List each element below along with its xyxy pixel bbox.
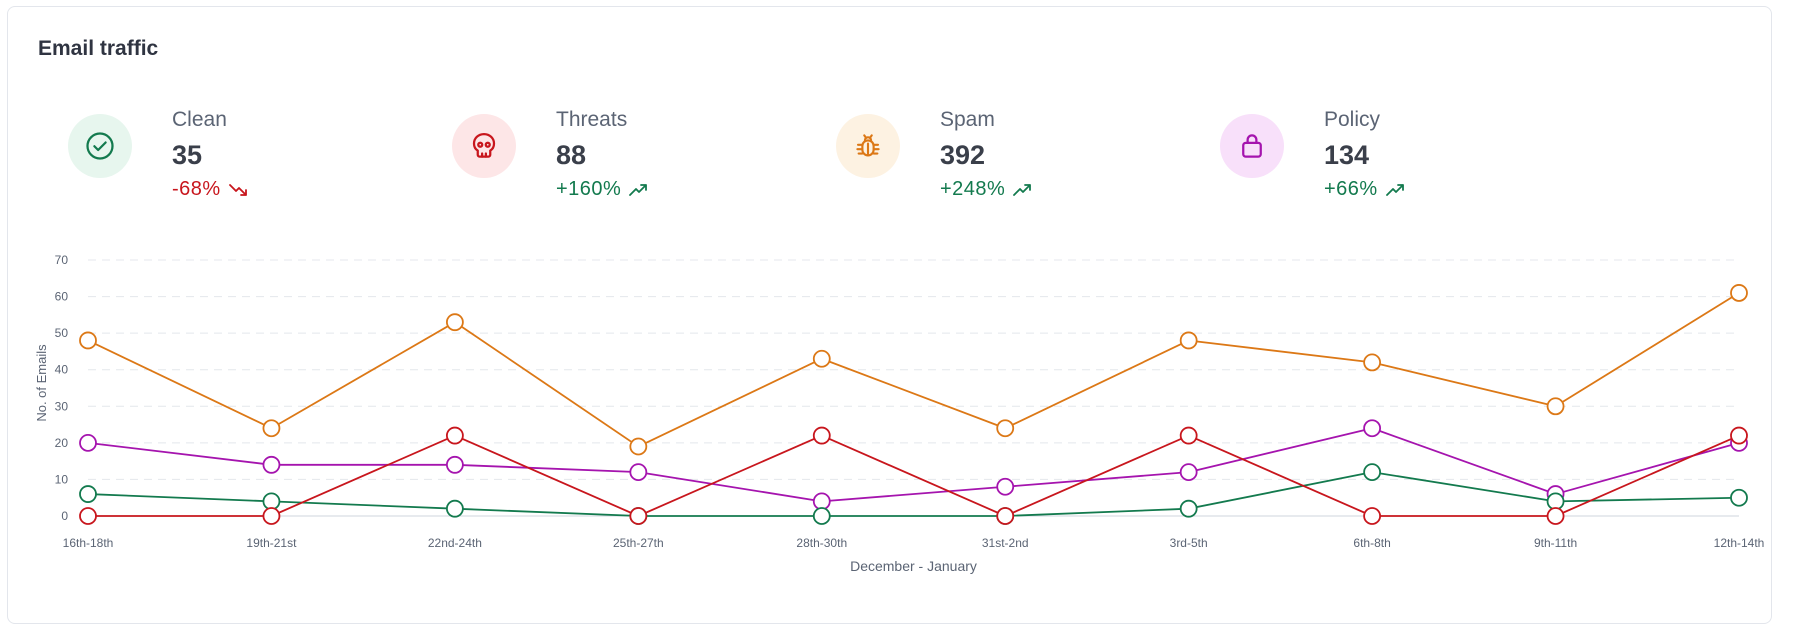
data-point-spam [996, 419, 1015, 438]
x-tick-label: 12th-14th [1714, 536, 1765, 550]
data-point-threats [1730, 426, 1748, 445]
bug-icon [856, 134, 880, 157]
data-point-policy [1179, 463, 1198, 482]
stat-badge [452, 114, 516, 178]
skull-icon [472, 133, 496, 158]
trend-up-icon [629, 183, 648, 196]
stat-badge [1220, 114, 1284, 178]
stat-change: +160% [556, 178, 648, 201]
data-point-threats [262, 507, 281, 525]
stat-change-value: +66% [1324, 178, 1378, 200]
y-tick-label: 40 [55, 363, 69, 377]
stat-label: Policy [1324, 108, 1381, 131]
data-point-clean [812, 507, 831, 525]
stat-change-value: +248% [940, 178, 1006, 200]
data-point-policy [79, 433, 97, 452]
x-tick-label: 28th-30th [796, 536, 847, 550]
y-tick-label: 60 [55, 290, 69, 304]
stat-label: Threats [556, 108, 628, 131]
data-point-clean [445, 499, 464, 518]
data-point-threats [1363, 507, 1382, 525]
x-tick-label: 3rd-5th [1170, 536, 1208, 550]
data-point-clean [1363, 463, 1382, 482]
stat-badge [68, 114, 132, 178]
data-point-policy [996, 477, 1015, 496]
data-point-threats [1179, 426, 1198, 445]
data-point-spam [812, 349, 831, 368]
series-line-clean [87, 471, 1740, 517]
x-tick-label: 9th-11th [1534, 536, 1577, 550]
series-line-spam [87, 292, 1740, 448]
data-point-policy [1363, 419, 1382, 438]
stat-value: 35 [172, 140, 203, 170]
data-point-spam [445, 313, 464, 332]
trend-up-icon [1013, 183, 1032, 196]
data-point-spam [1363, 353, 1382, 372]
y-axis-title: No. of Emails [34, 344, 49, 422]
card-title: Email traffic [38, 37, 159, 60]
y-tick-label: 10 [55, 472, 69, 486]
data-point-clean [79, 485, 97, 503]
data-point-clean [1179, 499, 1198, 518]
stat-change-value: +160% [556, 178, 622, 200]
stat-clean[interactable]: Clean 35 -68% [38, 102, 438, 212]
stat-policy[interactable]: Policy 134 +66% [1190, 102, 1590, 212]
data-point-spam [262, 419, 281, 438]
data-point-spam [1179, 331, 1198, 350]
data-point-spam [79, 331, 97, 350]
data-point-threats [812, 426, 831, 445]
data-point-policy [812, 492, 831, 511]
lock-icon [1242, 134, 1262, 158]
check-circle-icon [86, 132, 114, 160]
series-line-policy [87, 427, 1740, 503]
trend-up-icon [1385, 183, 1404, 196]
stat-spam[interactable]: Spam 392 +248% [806, 102, 1206, 212]
data-point-policy [262, 455, 281, 474]
stat-change: +66% [1324, 178, 1404, 201]
stat-change: +248% [940, 178, 1032, 201]
x-tick-label: 25th-27th [613, 536, 664, 550]
data-point-clean [1546, 492, 1565, 511]
trend-down-icon [228, 183, 247, 196]
data-point-threats [445, 426, 464, 445]
stat-badge [836, 114, 900, 178]
y-tick-label: 0 [61, 509, 68, 523]
data-point-spam [1730, 284, 1748, 302]
y-tick-label: 70 [55, 253, 69, 267]
stat-label: Clean [172, 108, 227, 131]
data-point-threats [1546, 507, 1565, 525]
x-tick-label: 19th-21st [246, 536, 297, 550]
data-point-spam [629, 437, 648, 456]
data-point-spam [1546, 397, 1565, 416]
x-tick-label: 22nd-24th [428, 536, 482, 550]
email-traffic-card: Email traffic Clean 35 -68% Threats 88 [7, 6, 1772, 624]
stat-value: 134 [1324, 140, 1370, 170]
series-line-threats [88, 434, 1740, 517]
data-point-threats [629, 507, 648, 525]
data-point-threats [996, 507, 1015, 525]
stat-threats[interactable]: Threats 88 +160% [422, 102, 822, 212]
data-point-policy [445, 455, 464, 474]
y-tick-label: 20 [55, 436, 69, 450]
x-tick-label: 16th-18th [63, 536, 114, 550]
stat-change-value: -68% [172, 178, 221, 200]
stat-value: 88 [556, 140, 587, 170]
y-tick-label: 50 [55, 326, 69, 340]
data-point-clean [262, 492, 281, 511]
x-axis-title: December - January [850, 558, 977, 574]
data-point-clean [1730, 488, 1748, 507]
stat-value: 392 [940, 140, 986, 170]
x-tick-label: 6th-8th [1353, 536, 1390, 550]
y-tick-label: 30 [55, 399, 69, 413]
data-point-policy [629, 463, 648, 482]
data-point-threats [79, 507, 97, 525]
stat-change: -68% [172, 178, 247, 201]
stat-label: Spam [940, 108, 995, 131]
x-tick-label: 31st-2nd [982, 536, 1029, 550]
